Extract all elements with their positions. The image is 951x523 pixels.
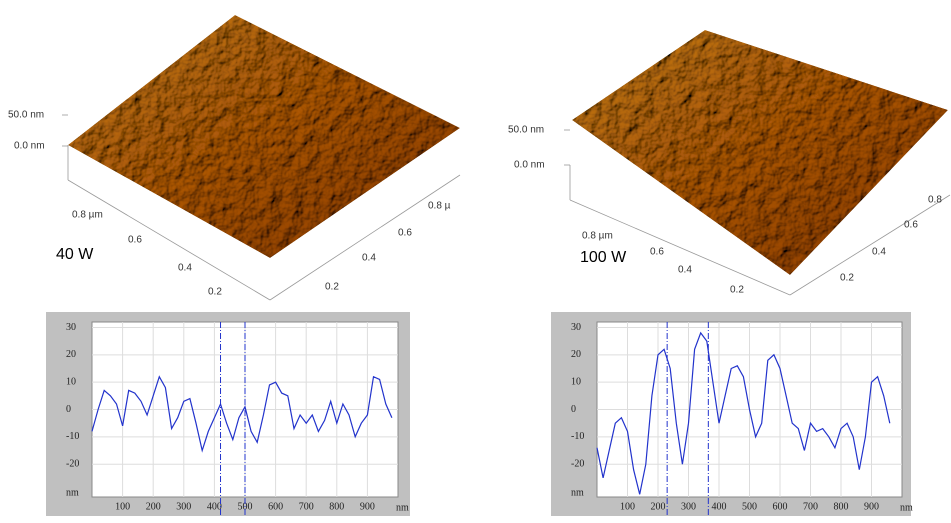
x-tick-label: 400 [712, 501, 727, 512]
x-axis-unit: nm [396, 502, 409, 513]
y-tick-label: 10 [66, 376, 76, 387]
x-tick-label: 800 [329, 501, 344, 512]
y-axis-label: 0.6 [650, 247, 664, 258]
profile-line [596, 331, 891, 495]
x-tick-label: 900 [360, 501, 375, 512]
panel-label: 100 W [580, 249, 627, 266]
y-tick-label: 10 [571, 376, 581, 387]
y-axis-unit: nm [66, 487, 79, 498]
z-axis-label: 50.0 nm [508, 125, 544, 136]
x-tick-label: 700 [299, 501, 314, 512]
x-tick-label: 600 [773, 501, 788, 512]
x-tick-label: 200 [146, 501, 161, 512]
x-axis-label: 0.4 [362, 253, 376, 264]
y-axis-label: 0.6 [128, 235, 142, 246]
x-tick-label: 400 [207, 501, 222, 512]
x-axis-label: 0.8 [928, 195, 942, 206]
x-axis-label: 0.6 [904, 220, 918, 231]
y-tick-label: 30 [66, 322, 76, 333]
z-axis-label: 50.0 nm [8, 110, 44, 121]
x-tick-label: 900 [864, 501, 879, 512]
y-tick-label: -20 [66, 458, 79, 469]
x-axis-label: 0.2 [325, 282, 339, 293]
y-tick-label: -10 [571, 431, 584, 442]
x-tick-label: 200 [651, 501, 666, 512]
x-axis-label: 0.4 [872, 247, 886, 258]
profile-line [91, 375, 393, 453]
x-tick-label: 100 [115, 501, 130, 512]
y-axis-label: 0.2 [730, 285, 744, 296]
x-tick-label: 300 [176, 501, 191, 512]
y-tick-label: 30 [571, 322, 581, 333]
x-axis-unit: nm [900, 502, 913, 513]
x-tick-label: 300 [681, 501, 696, 512]
afm-surface [572, 30, 948, 275]
x-tick-label: 600 [268, 501, 283, 512]
y-tick-label: 20 [571, 349, 581, 360]
afm-image [62, 114, 461, 301]
y-tick-label: -20 [571, 458, 584, 469]
y-tick-label: 20 [66, 349, 76, 360]
y-axis-label: 0.4 [178, 263, 192, 274]
x-axis-label: 0.6 [398, 228, 412, 239]
x-tick-label: 500 [742, 501, 757, 512]
y-axis-label: 0.8 µm [582, 231, 613, 242]
x-axis-label: 0.2 [840, 273, 854, 284]
y-axis-label: 0.8 µm [72, 210, 103, 221]
x-tick-label: 800 [834, 501, 849, 512]
x-tick-label: 100 [620, 501, 635, 512]
panel-label: 40 W [56, 246, 94, 263]
y-tick-label: 0 [571, 404, 576, 415]
z-axis-label: 0.0 nm [14, 141, 45, 152]
x-tick-label: 700 [803, 501, 818, 512]
y-tick-label: 0 [66, 404, 71, 415]
x-axis-label: 0.8 µ [428, 201, 451, 212]
y-axis-label: 0.4 [678, 265, 692, 276]
afm-image [564, 129, 951, 296]
y-axis-label: 0.2 [208, 287, 222, 298]
z-axis-label: 0.0 nm [514, 160, 545, 171]
y-axis-unit: nm [571, 487, 584, 498]
y-tick-label: -10 [66, 431, 79, 442]
afm-surface [68, 15, 460, 258]
